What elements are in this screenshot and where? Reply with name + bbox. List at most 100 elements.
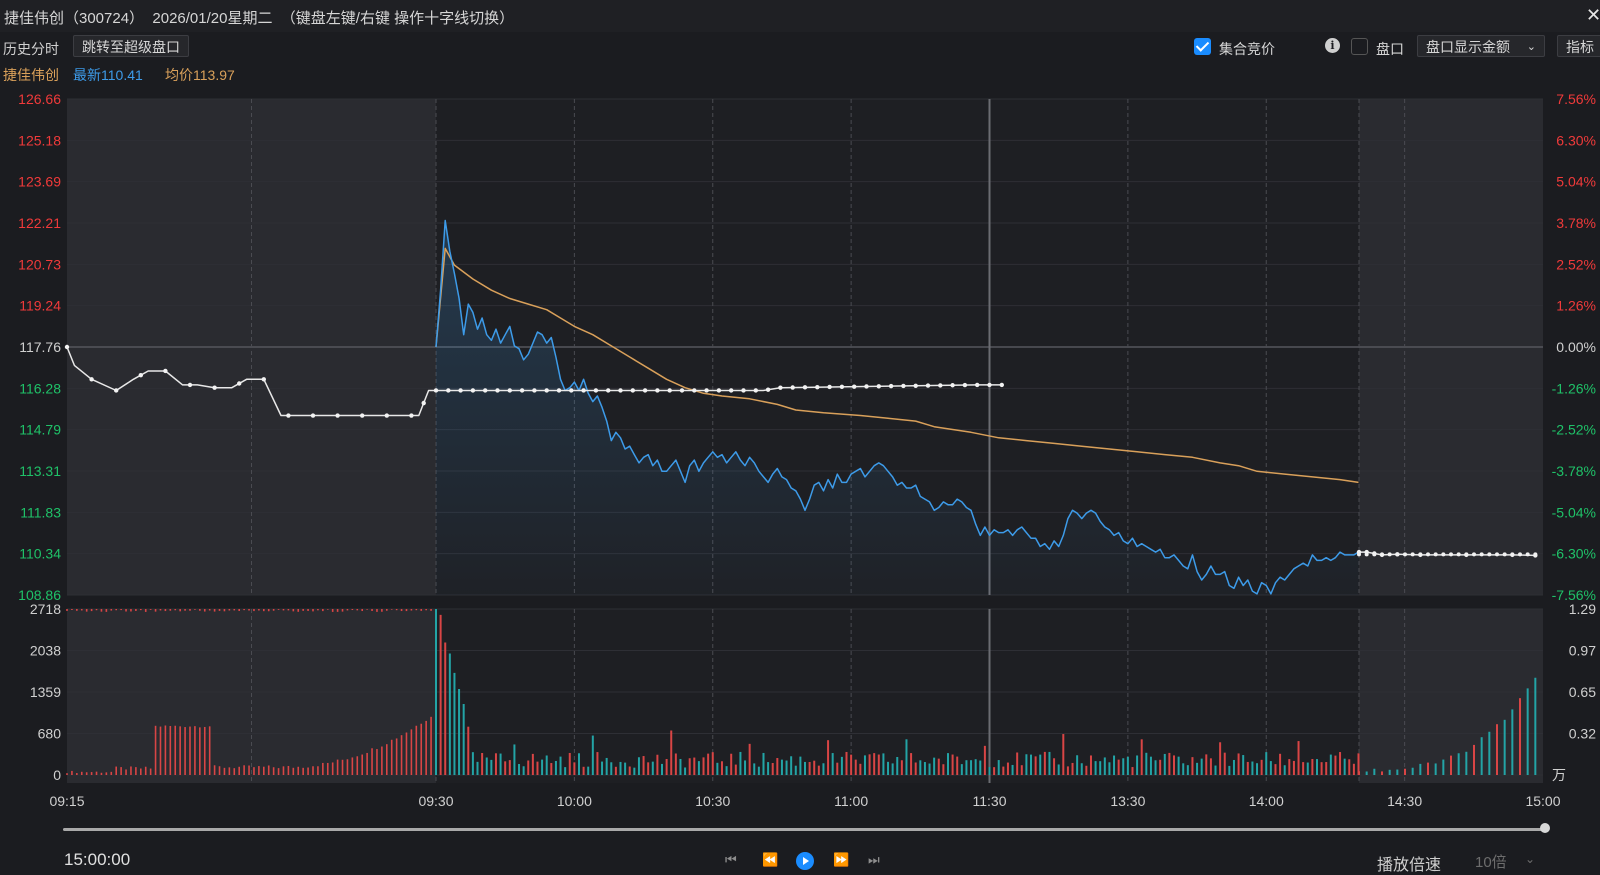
legend-latest: 最新110.41 [73,67,143,83]
title-bar: 捷佳伟创（300724） 2026/01/20星期二 （键盘左键/右键 操作十字… [0,0,1600,33]
time-tick-label: 10:30 [695,793,730,809]
skip-start-icon[interactable]: ⏮ [725,852,737,867]
price-tick-label: 122.21 [18,215,61,231]
panko-label[interactable]: 盘口 [1376,41,1404,57]
info-icon[interactable]: i [1325,38,1340,53]
legend-stock-name: 捷佳伟创 [3,67,59,83]
auction-dot [483,388,488,393]
price-tick-label: 111.83 [20,504,61,520]
pct-tick-label: -7.56% [1552,587,1596,603]
auction-dot [741,388,746,393]
display-amount-select[interactable]: 盘口显示金额 ⌄ [1417,35,1545,57]
post-auction-dot [1433,552,1438,557]
pct-tick-label: 7.56% [1556,91,1596,107]
volume-tick-label: 2718 [30,601,61,617]
volume-right-tick-label: 0.32 [1569,726,1596,742]
auction-dot [212,385,217,390]
play-icon[interactable] [796,852,814,870]
time-tick-label: 10:00 [557,793,592,809]
auction-dot [913,383,918,388]
post-auction-dot [1410,552,1415,557]
auction-dot [962,382,968,388]
auction-dot [581,388,586,393]
pct-tick-label: -2.52% [1552,422,1596,438]
auction-dot [667,388,672,393]
auction-dot [138,372,143,378]
auction-dot [655,388,660,393]
intraday-chart[interactable]: 126.66 7.56% 125.18 6.30% 123.69 5.04% 122.21 3… [0,84,1600,824]
skip-end-icon[interactable]: ⏭ [868,852,880,867]
post-auction-dot [1395,552,1400,557]
pct-tick-label: 2.52% [1556,256,1596,272]
price-tick-label: 113.31 [19,463,61,479]
auction-dot [163,368,168,374]
pct-tick-label: -6.30% [1552,546,1596,562]
fast-forward-icon[interactable]: ⏩ [833,852,850,867]
time-tick-label: 14:30 [1387,793,1422,809]
window-title: 捷佳伟创（300724） 2026/01/20星期二 （键盘左键/右键 操作十字… [4,10,515,27]
pct-tick-label: 0.00% [1556,339,1596,355]
post-auction-dot [1464,552,1469,557]
auction-dot [839,384,845,390]
panko-checkbox[interactable] [1351,38,1368,55]
auction-dot [64,344,70,350]
time-tick-label: 09:30 [418,793,453,809]
post-auction-dot [1456,552,1461,557]
auction-dot [901,383,906,389]
playback-slider-handle[interactable] [1540,823,1550,833]
post-auction-dot [1418,552,1423,557]
price-area-fill [436,220,1359,596]
history-label: 历史分时 [3,41,59,57]
price-tick-label: 125.18 [18,132,61,148]
pct-tick-label: 1.26% [1556,298,1596,314]
time-tick-label: 09:15 [49,793,84,809]
legend: 捷佳伟创 最新110.41 均价113.97 [0,62,600,84]
auction-dot [925,383,931,388]
post-auction-dot [1479,552,1484,557]
time-tick-label: 13:30 [1110,793,1145,809]
auction-label[interactable]: 集合竞价 [1219,41,1275,57]
indicator-button[interactable]: 指标 [1557,35,1600,57]
current-time: 15:00:00 [64,850,131,869]
auction-dot [446,388,451,393]
speed-select[interactable]: 10倍 [1475,854,1507,871]
jump-panko-button[interactable]: 跳转至超级盘口 [73,35,189,57]
chevron-down-icon[interactable]: ⌄ [1525,852,1536,866]
price-tick-label: 120.73 [18,256,61,272]
auction-dot [286,413,291,418]
auction-dot [606,388,611,393]
auction-dot [987,382,992,388]
volume-right-tick-label: 0.65 [1569,684,1596,700]
auction-dot [114,388,119,393]
auction-dot [815,384,820,390]
auction-dot [470,388,476,393]
post-auction-dot [1441,552,1446,557]
auction-dot [507,388,512,393]
auction-dot [593,388,599,393]
volume-tick-label: 2038 [30,643,61,659]
auction-dot [569,388,574,393]
playback-slider[interactable] [63,828,1545,831]
volume-unit-label: 万 [1552,767,1566,783]
price-line [435,219,1359,595]
auction-dot [310,413,316,418]
auction-dot [729,388,734,393]
price-tick-label: 108.86 [18,587,61,603]
auction-dot [544,388,549,393]
speed-label: 播放倍速 [1377,857,1442,874]
rewind-icon[interactable]: ⏪ [762,852,779,867]
post-auction-dot [1372,552,1377,557]
auction-dot [888,383,894,389]
post-auction-dot [1364,552,1369,557]
auction-dot [753,388,758,393]
auction-dot [618,388,623,393]
auction-checkbox[interactable] [1194,38,1211,55]
close-icon[interactable]: ✕ [1586,5,1600,25]
auction-dot [876,384,881,389]
post-auction-dot [1510,552,1515,557]
pct-tick-label: -5.04% [1552,504,1596,520]
post-auction-dot [1495,552,1499,557]
volume-tick-label: 1359 [30,684,61,700]
auction-dot [999,382,1004,388]
auction-dot [765,387,771,392]
